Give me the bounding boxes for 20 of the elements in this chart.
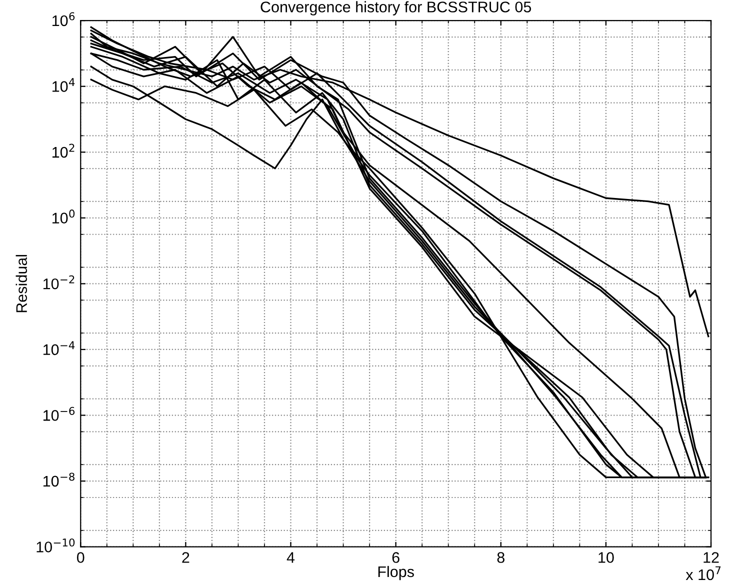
chart-title: Convergence history for BCSSTRUC 05 <box>260 1 532 16</box>
x-axis-title: Flops <box>378 566 414 580</box>
y-tick-label: 10$^{−4}$ <box>43 341 75 356</box>
x-tick-label: 2 <box>182 552 190 563</box>
text: x 10$^{7}$ <box>686 566 721 580</box>
y-axis-title: Residual <box>16 255 28 312</box>
y-tick-label: 10$^{4}$ <box>52 78 75 92</box>
y-tick-label: 10$^{−8}$ <box>43 472 74 487</box>
x-tick-label: 0 <box>76 552 84 563</box>
y-tick-label: 10$^{−2}$ <box>43 275 74 290</box>
y-tick-label: 10$^{−6}$ <box>43 406 75 421</box>
y-tick-label: 10$^{−10}$ <box>36 538 75 552</box>
x-tick-label: 6 <box>392 552 400 563</box>
x-tick-label: 4 <box>286 552 295 563</box>
y-tick-label: 10$^{2}$ <box>52 144 74 158</box>
x-tick-label: 10 <box>598 552 614 563</box>
x-tick-label: 12 <box>704 552 719 563</box>
y-tick-label: 10$^{0}$ <box>52 210 75 224</box>
y-tick-label: 10$^{6}$ <box>52 12 75 26</box>
x-tick-label: 8 <box>497 552 504 563</box>
